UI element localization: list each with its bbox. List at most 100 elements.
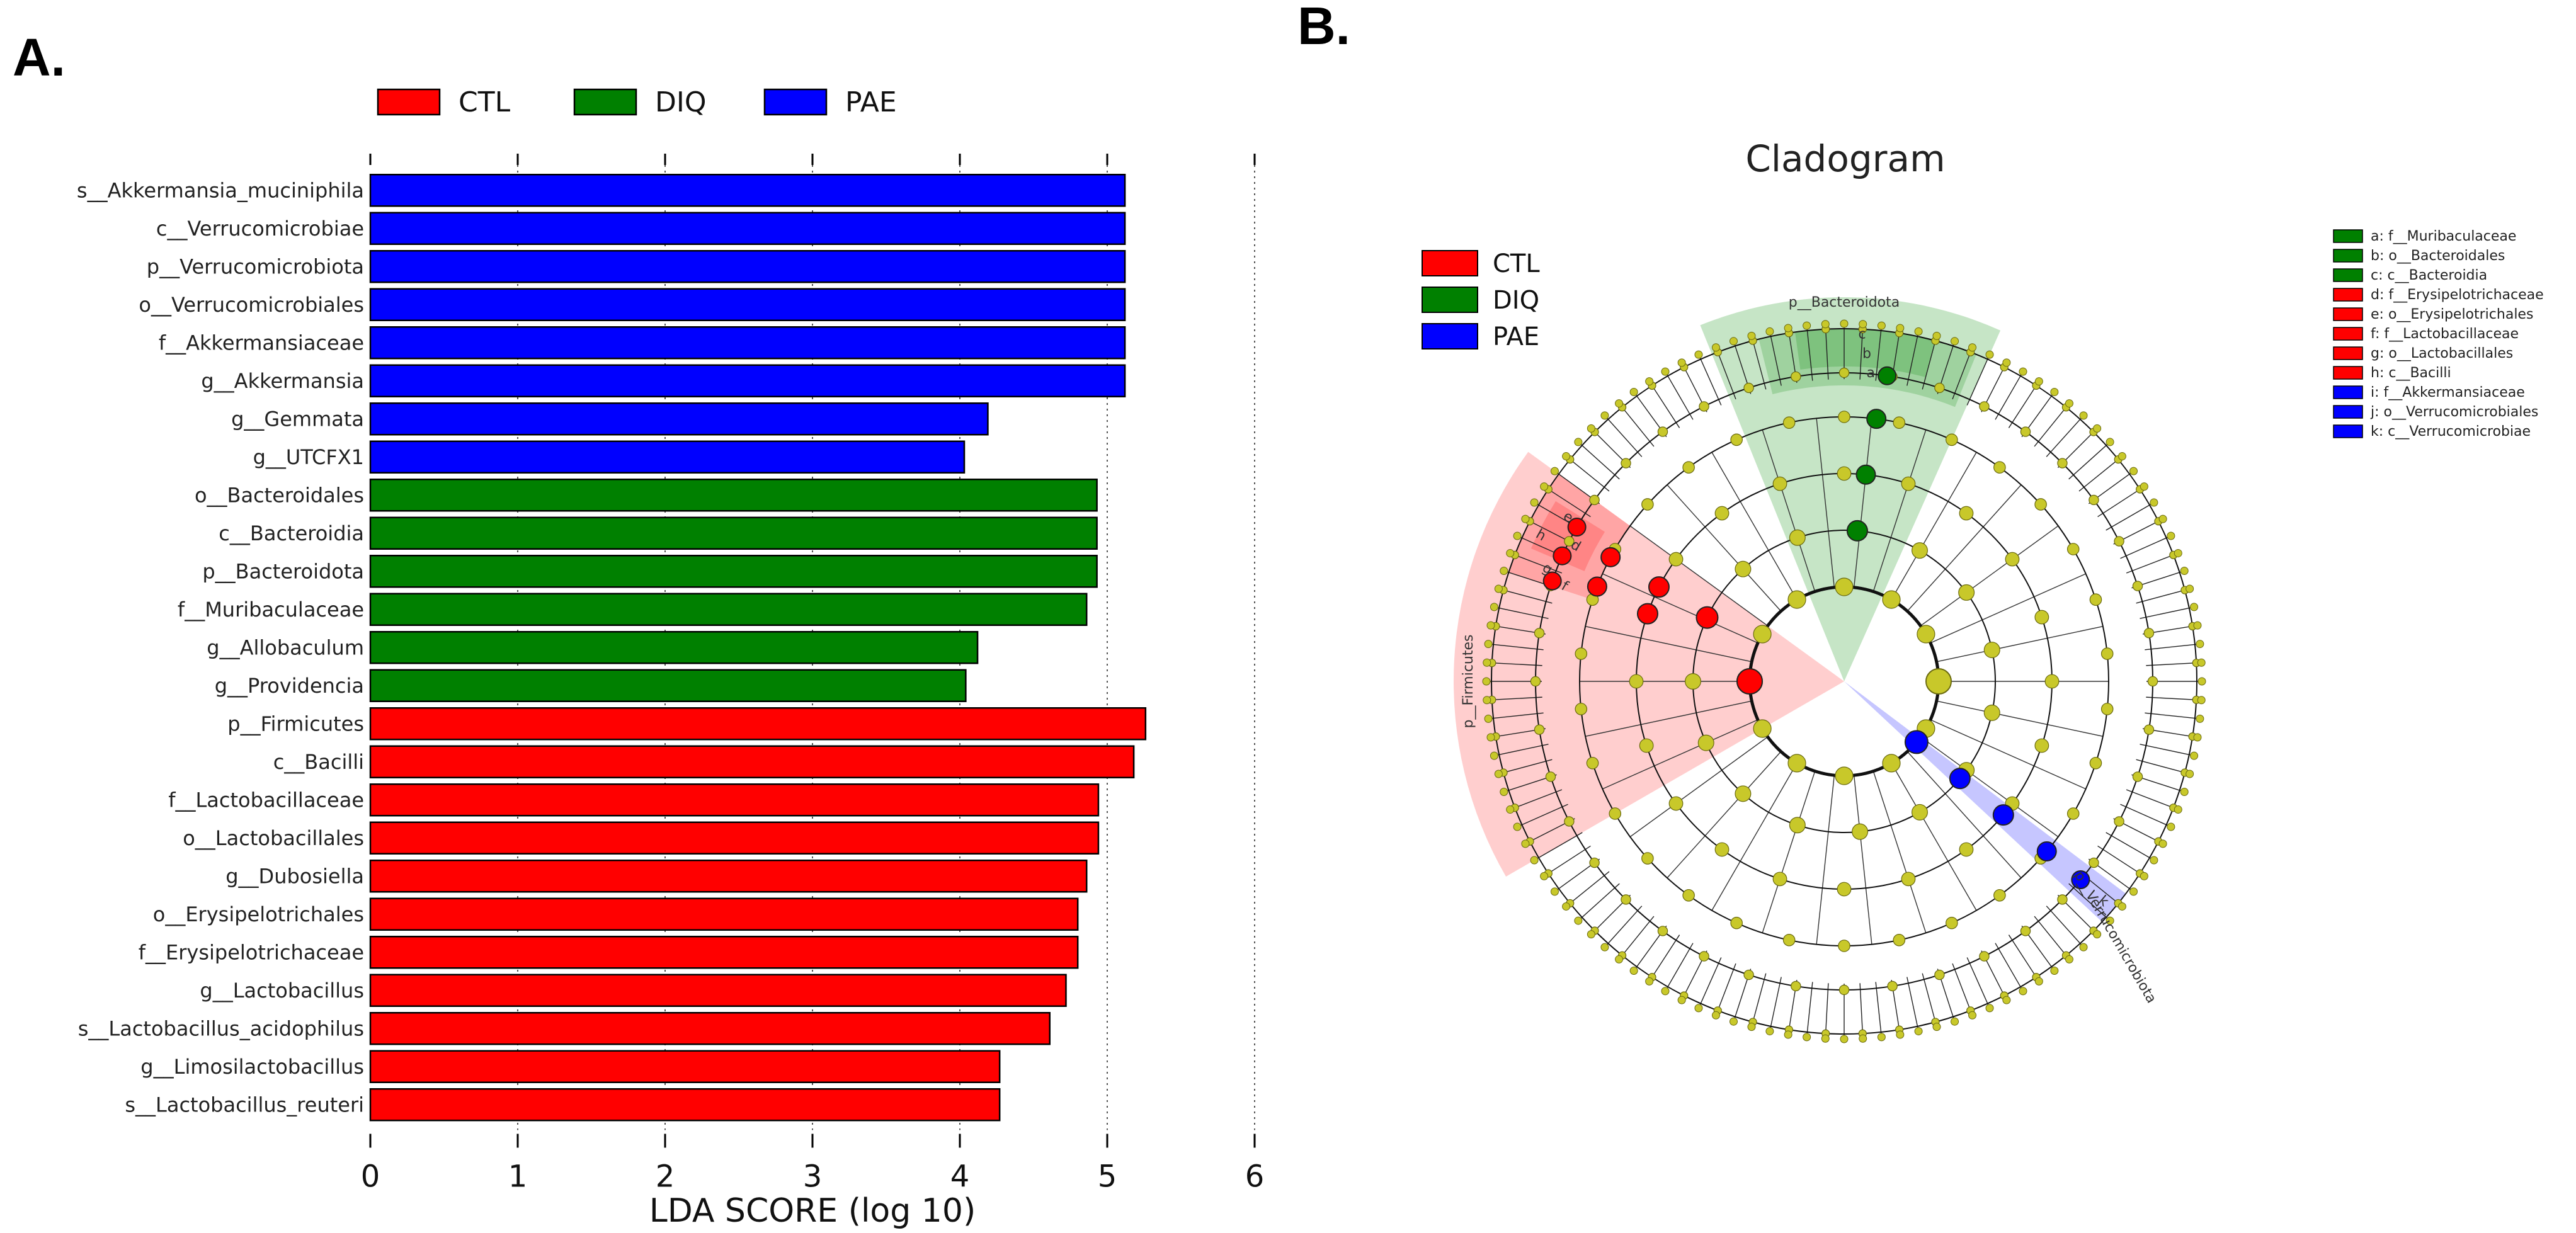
bar	[369, 1012, 1051, 1045]
tree-node	[1545, 771, 1556, 782]
leaf-node	[1562, 452, 1571, 461]
panel-a-label: A.	[13, 28, 66, 87]
leaf-node	[1513, 531, 1522, 540]
key-swatch	[2333, 307, 2363, 321]
tree-node	[2020, 926, 2031, 936]
clade-letter: a	[1867, 365, 1875, 381]
branch	[2097, 487, 2143, 518]
tree-node	[1791, 371, 1801, 382]
branch	[1936, 625, 2103, 662]
leaf-node	[1486, 733, 1495, 742]
y-tick-label: c__Bacteroidia	[219, 521, 364, 545]
tree-node	[1887, 980, 1898, 992]
branch	[1605, 416, 1643, 457]
tree-node	[1946, 916, 1958, 929]
branch	[1602, 573, 1758, 644]
leaf-node	[2079, 943, 2088, 952]
branch	[1906, 484, 2022, 611]
branch	[1920, 736, 2059, 838]
leaf-node	[1615, 955, 1624, 963]
branch	[1966, 957, 1990, 1007]
tree-node	[1787, 754, 1806, 773]
leaf-node	[1985, 1004, 1994, 1013]
tree-node	[1714, 506, 1730, 521]
tree-node	[1699, 951, 1709, 962]
branch	[1906, 977, 1919, 1030]
branch	[1891, 763, 1977, 911]
tree-node	[1882, 590, 1901, 609]
tree-node	[1668, 796, 1684, 811]
bar	[369, 631, 979, 664]
key-label: g: o__Lactobacillales	[2371, 346, 2513, 361]
tree-node	[2089, 756, 2102, 770]
leaf-node	[1484, 714, 1493, 723]
pae-node	[2071, 870, 2090, 889]
branch	[2034, 404, 2069, 447]
ctl-node	[1736, 668, 1763, 695]
leaf-node	[1521, 514, 1530, 523]
leaf-node	[1859, 1034, 1867, 1043]
branch	[2106, 832, 2153, 860]
leaf-node	[1985, 350, 1994, 359]
branch	[1716, 963, 1736, 1014]
leaf-node	[1513, 822, 1522, 831]
bar	[369, 1088, 1001, 1122]
leaf-node	[1765, 1027, 1774, 1036]
leaf-node	[1645, 977, 1654, 986]
tree-node	[2005, 552, 2020, 567]
branch	[2046, 416, 2083, 457]
diq-node	[1866, 409, 1887, 429]
branch	[1699, 957, 1722, 1007]
tree-node	[2100, 703, 2114, 715]
key-label: k: c__Verrucomicrobiae	[2371, 424, 2531, 440]
leaf-node	[1951, 1017, 1959, 1026]
leaf-node	[1645, 377, 1654, 386]
bar	[369, 250, 1126, 283]
leaf-node	[2129, 467, 2138, 475]
leaf-node	[1968, 343, 1977, 352]
leaf-node	[2093, 930, 2102, 939]
tree-node	[1743, 969, 1754, 980]
y-tick-label: g__Lactobacillus	[200, 979, 364, 1003]
leaf-node	[1484, 640, 1493, 649]
bar	[369, 555, 1098, 588]
leaf-node	[2174, 548, 2182, 557]
branch	[1629, 525, 1769, 627]
branch	[1920, 525, 2059, 627]
bar	[369, 174, 1126, 207]
tree-node	[1787, 590, 1806, 609]
y-tick-label: g__Akkermansia	[201, 369, 364, 393]
leaf-node	[1729, 1017, 1738, 1026]
bar	[369, 440, 966, 474]
branch	[1930, 573, 2086, 644]
tree-node	[1641, 498, 1654, 511]
leaf-node	[1677, 996, 1686, 1004]
leaf-node	[1500, 788, 1508, 797]
branch	[1752, 973, 1767, 1025]
tree-node	[1589, 494, 1600, 506]
branch	[2140, 606, 2192, 619]
branch	[1545, 845, 1591, 876]
leaf-node	[1574, 916, 1583, 925]
legend-swatch	[573, 88, 637, 116]
key-label: e: o__Erysipelotrichales	[2371, 307, 2533, 322]
bacteroidales-sector	[1795, 329, 1935, 378]
leaf-node	[2180, 788, 2189, 797]
leaf-node	[1951, 337, 1959, 346]
branch	[1650, 935, 1680, 980]
bacteroidota-sector	[1700, 297, 2001, 681]
leaf-node	[1677, 358, 1686, 367]
ctl-node	[1648, 576, 1670, 598]
leaf-node	[1615, 399, 1624, 408]
branch	[2034, 916, 2069, 958]
branch	[1872, 429, 1927, 592]
leaf-node	[1661, 987, 1670, 996]
lda-bar-chart: s__Akkermansia_muciniphila c__Verrucomicr…	[77, 154, 1264, 1195]
leaf-node	[2197, 677, 2206, 686]
leaf-node	[1784, 324, 1792, 332]
tree-node	[1753, 719, 1772, 738]
branch	[1665, 373, 1694, 420]
leaf-node	[2193, 733, 2202, 742]
leaf-node	[1550, 467, 1559, 475]
branch	[1585, 625, 1752, 662]
